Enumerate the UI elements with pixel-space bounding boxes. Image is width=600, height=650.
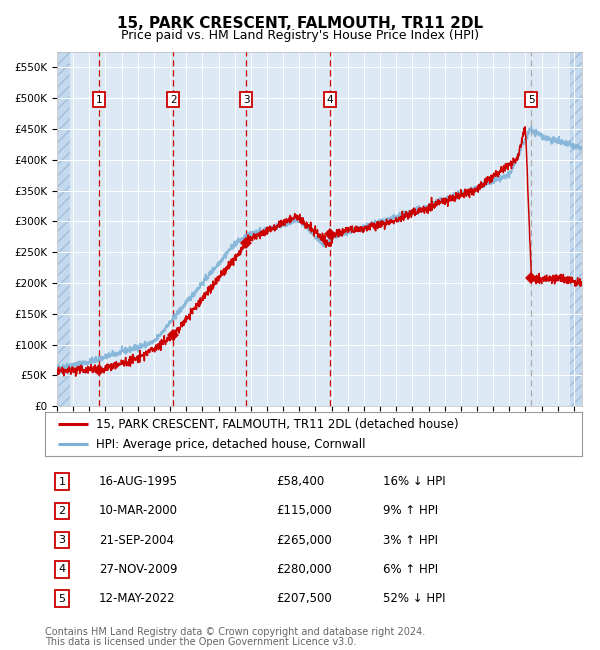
Text: 52% ↓ HPI: 52% ↓ HPI bbox=[383, 592, 446, 605]
Text: 15, PARK CRESCENT, FALMOUTH, TR11 2DL: 15, PARK CRESCENT, FALMOUTH, TR11 2DL bbox=[117, 16, 483, 31]
Bar bbox=[57, 52, 70, 406]
Text: £115,000: £115,000 bbox=[276, 504, 332, 517]
Text: 3% ↑ HPI: 3% ↑ HPI bbox=[383, 534, 439, 547]
Text: 16-AUG-1995: 16-AUG-1995 bbox=[98, 475, 178, 488]
Text: This data is licensed under the Open Government Licence v3.0.: This data is licensed under the Open Gov… bbox=[45, 637, 356, 647]
Text: 21-SEP-2004: 21-SEP-2004 bbox=[98, 534, 174, 547]
Text: 2: 2 bbox=[170, 95, 176, 105]
Text: 3: 3 bbox=[243, 95, 250, 105]
Text: 1: 1 bbox=[59, 476, 65, 487]
Text: 5: 5 bbox=[528, 95, 535, 105]
Text: Contains HM Land Registry data © Crown copyright and database right 2024.: Contains HM Land Registry data © Crown c… bbox=[45, 627, 425, 636]
Text: £58,400: £58,400 bbox=[276, 475, 324, 488]
Text: 15, PARK CRESCENT, FALMOUTH, TR11 2DL (detached house): 15, PARK CRESCENT, FALMOUTH, TR11 2DL (d… bbox=[96, 417, 458, 430]
Text: £265,000: £265,000 bbox=[276, 534, 332, 547]
Text: £280,000: £280,000 bbox=[276, 563, 332, 576]
Text: 4: 4 bbox=[59, 564, 66, 575]
Text: 9% ↑ HPI: 9% ↑ HPI bbox=[383, 504, 439, 517]
Bar bbox=[570, 52, 582, 406]
Text: 27-NOV-2009: 27-NOV-2009 bbox=[98, 563, 177, 576]
Text: 10-MAR-2000: 10-MAR-2000 bbox=[98, 504, 178, 517]
Text: 2: 2 bbox=[59, 506, 66, 516]
Text: Price paid vs. HM Land Registry's House Price Index (HPI): Price paid vs. HM Land Registry's House … bbox=[121, 29, 479, 42]
Text: HPI: Average price, detached house, Cornwall: HPI: Average price, detached house, Corn… bbox=[96, 438, 365, 451]
Text: 4: 4 bbox=[327, 95, 334, 105]
Text: 5: 5 bbox=[59, 593, 65, 604]
Text: £207,500: £207,500 bbox=[276, 592, 332, 605]
Text: 1: 1 bbox=[96, 95, 103, 105]
Text: 3: 3 bbox=[59, 535, 65, 545]
Text: 12-MAY-2022: 12-MAY-2022 bbox=[98, 592, 175, 605]
Text: 6% ↑ HPI: 6% ↑ HPI bbox=[383, 563, 439, 576]
Text: 16% ↓ HPI: 16% ↓ HPI bbox=[383, 475, 446, 488]
